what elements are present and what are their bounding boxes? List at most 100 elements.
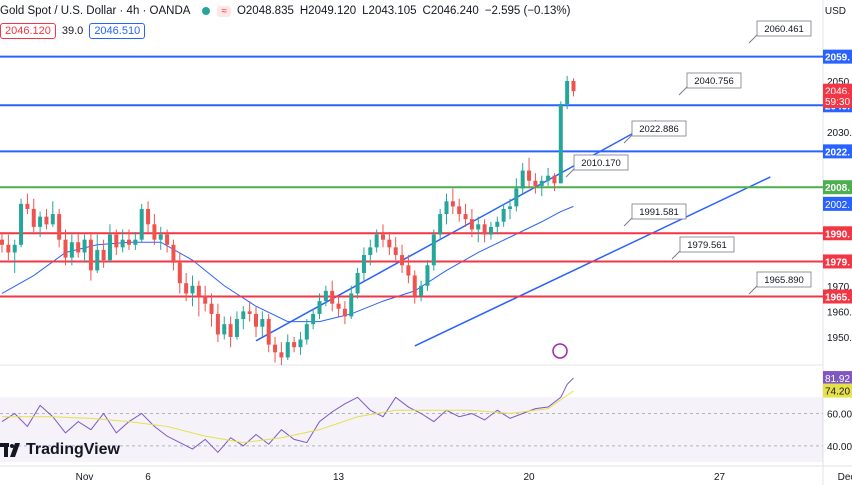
candle-body: [342, 308, 347, 317]
level-axis-label: 1965.: [825, 293, 850, 304]
lightning-icon: [552, 343, 568, 359]
candle-body: [133, 239, 138, 245]
tradingview-logo-icon: [0, 443, 20, 457]
y-tick-label: 1960.0: [827, 307, 852, 318]
candle-body: [152, 224, 157, 240]
rsi-tick-label: 60.00: [827, 410, 852, 421]
candle-body: [527, 170, 532, 181]
candle-body: [501, 208, 506, 222]
spread-value: 39.0: [61, 25, 84, 37]
moving-average-line: [1, 205, 574, 323]
candle-body: [368, 247, 373, 256]
callout-leader: [623, 217, 633, 227]
candle-body: [127, 239, 131, 245]
candle-body: [63, 239, 68, 258]
candle-body: [317, 301, 322, 314]
rsi-ma-line: [2, 390, 574, 444]
candle-body: [266, 319, 271, 345]
axis-tag-label: 2046.: [825, 87, 850, 98]
x-tick-label: Nov: [76, 472, 94, 483]
candle-body: [482, 224, 487, 235]
candle-body: [57, 214, 62, 240]
candle-body: [304, 324, 309, 340]
callout-box: [686, 72, 742, 89]
x-tick-label: 27: [714, 472, 726, 483]
currency-label[interactable]: USD: [824, 6, 846, 17]
x-tick-label: 20: [523, 472, 535, 483]
candle-body: [349, 293, 354, 317]
callout-box: [756, 271, 812, 288]
symbol-title[interactable]: Gold Spot / U.S. Dollar · 4h · OANDA: [0, 5, 191, 17]
candle-body: [412, 275, 417, 296]
rsi-tick-label: 40.00: [827, 442, 852, 453]
callout-box: [573, 154, 629, 171]
candle-body: [196, 285, 201, 296]
candle-body: [88, 239, 93, 271]
buy-button[interactable]: 2046.510: [89, 23, 146, 39]
rsi-band: [0, 397, 823, 462]
candle-body: [158, 234, 163, 240]
candle-body: [508, 206, 512, 209]
callout-leader: [671, 250, 681, 260]
candle-body: [355, 272, 360, 294]
candle-body: [247, 311, 252, 314]
level-axis-label: 1979.: [825, 257, 850, 268]
level-axis-tag: [823, 289, 852, 304]
level-axis-label: 1990.: [825, 229, 850, 240]
candle-body: [292, 342, 297, 348]
candle-body: [400, 255, 405, 266]
candle-body: [260, 319, 265, 327]
candle-body: [457, 206, 462, 215]
ohlc-change: −2.595 (−0.13%): [484, 5, 571, 17]
candle-body: [438, 214, 443, 235]
candle-body: [565, 80, 570, 104]
callout-box: [679, 236, 735, 253]
indicator-icon[interactable]: ≈: [217, 5, 231, 17]
x-tick-label: 13: [333, 472, 345, 483]
candle-body: [387, 239, 392, 248]
candle-body: [0, 239, 4, 245]
candle-body: [146, 208, 151, 225]
candle-body: [190, 285, 195, 294]
y-tick-label: 1970.0: [827, 282, 852, 293]
candle-body: [171, 244, 176, 263]
ohlc-open: O2048.835: [236, 5, 294, 17]
axis-tag: [823, 93, 852, 108]
candle-body: [488, 226, 493, 235]
callout-box: [631, 203, 687, 220]
candle-body: [19, 203, 24, 245]
y-tick-label: 1950.0: [827, 333, 852, 344]
status-dots: ≈: [202, 5, 231, 17]
candle-body: [241, 311, 246, 320]
channel-upper-line: [255, 119, 657, 342]
axis-tag-label: 59:30: [825, 97, 850, 108]
quote-row: 2046.120 39.0 2046.510: [0, 23, 146, 39]
candle-body: [120, 239, 125, 248]
candle-body: [234, 319, 239, 337]
candle-body: [311, 313, 316, 325]
candle-body: [425, 265, 430, 286]
candle-body: [222, 324, 227, 335]
candle-body: [450, 201, 455, 207]
candle-body: [552, 175, 557, 184]
callout-leader: [748, 285, 758, 295]
level-axis-label: 2008.: [825, 183, 850, 194]
candle-body: [215, 313, 220, 335]
rsi-axis-label: 74.20: [825, 387, 850, 398]
candle-body: [38, 216, 43, 227]
candle-body: [285, 342, 290, 358]
callout-label: 2040.756: [694, 76, 734, 87]
sell-button[interactable]: 2046.120: [0, 23, 56, 39]
level-axis-tag: [823, 254, 852, 269]
candle-body: [107, 234, 112, 261]
tradingview-logo[interactable]: TradingView: [0, 441, 120, 459]
callout-leader: [623, 134, 633, 144]
candle-body: [476, 224, 481, 230]
price-axis: [823, 0, 852, 485]
candle-body: [444, 201, 449, 215]
candle-body: [520, 170, 525, 189]
callout-box: [631, 120, 687, 137]
x-tick-label: 6: [145, 472, 151, 483]
candle-body: [361, 255, 366, 273]
